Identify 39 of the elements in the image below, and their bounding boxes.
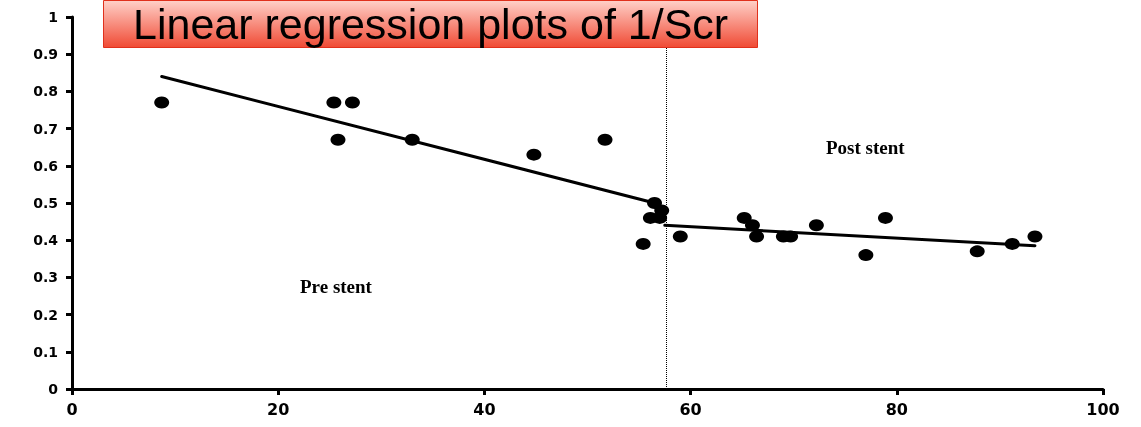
point <box>736 211 752 224</box>
point <box>672 230 688 243</box>
x-tick-label: 100 <box>1086 399 1120 419</box>
y-tick-label: 0 <box>48 381 59 397</box>
point <box>808 219 824 232</box>
y-tick-label: 0.6 <box>33 157 58 174</box>
y-tick-label: 0.2 <box>33 306 58 323</box>
point <box>635 237 651 250</box>
x-tick-label: 60 <box>679 399 702 419</box>
y-tick-label: 0.8 <box>33 83 58 100</box>
point <box>969 245 985 258</box>
x-tick-label: 40 <box>473 399 496 419</box>
point <box>744 219 760 232</box>
y-tick-label: 0.3 <box>33 269 58 286</box>
y-tick-label: 1 <box>48 9 58 25</box>
point <box>344 96 360 109</box>
point <box>749 230 765 243</box>
y-tick-label: 0.5 <box>33 195 58 211</box>
point <box>1027 230 1043 243</box>
annotation: Post stent <box>826 137 906 158</box>
chart-title: Linear regression plots of 1/Scr <box>133 0 729 48</box>
y-tick-label: 0.7 <box>33 120 58 137</box>
x-tick-label: 0 <box>66 399 78 419</box>
point <box>330 133 346 146</box>
annotation: Pre stent <box>300 276 373 297</box>
y-tick-label: 0.4 <box>33 232 59 249</box>
point <box>858 249 874 262</box>
point <box>526 148 542 161</box>
point <box>877 211 893 224</box>
point <box>154 96 170 109</box>
point <box>652 211 668 224</box>
y-tick-label: 0.1 <box>33 343 58 360</box>
point <box>404 133 420 146</box>
point <box>1004 237 1020 250</box>
x-tick-label: 80 <box>885 399 908 419</box>
point <box>597 133 613 146</box>
y-tick-label: 0.9 <box>33 46 58 63</box>
point <box>326 96 342 109</box>
x-tick-label: 20 <box>267 399 290 419</box>
